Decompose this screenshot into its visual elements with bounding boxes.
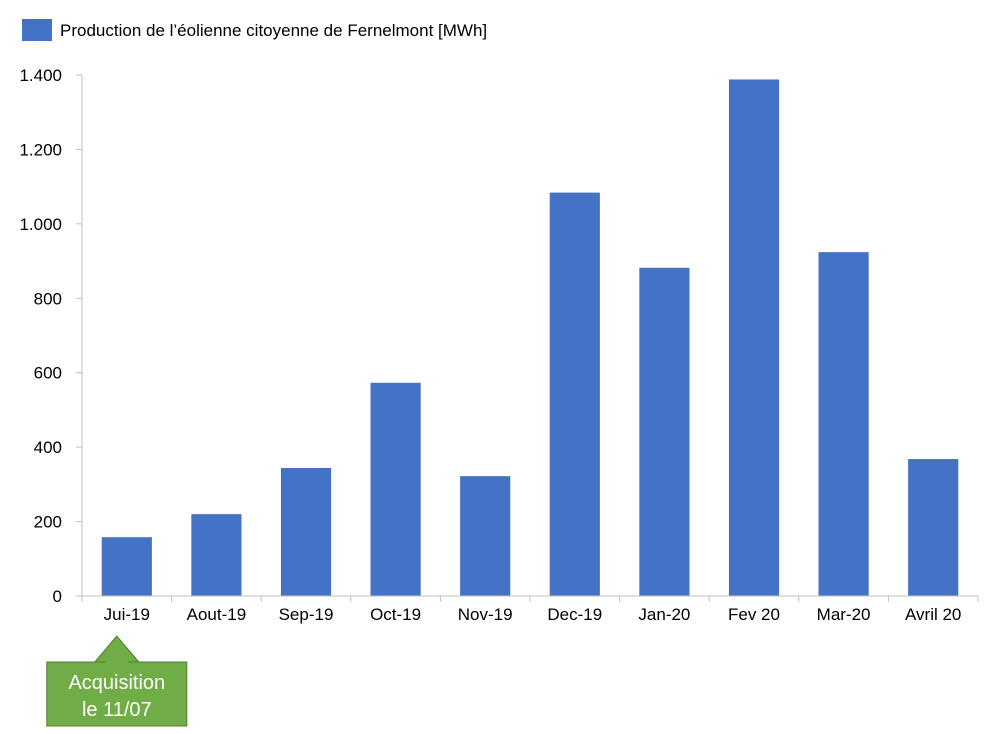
bar (280, 467, 332, 596)
bar (101, 537, 152, 596)
y-tick-label: 1.000 (19, 215, 62, 234)
x-tick-label: Avril 20 (905, 605, 961, 624)
x-tick-label: Dec-19 (547, 605, 602, 624)
y-tick-label: 1.200 (19, 140, 62, 159)
bar (908, 459, 959, 596)
y-tick-label: 400 (34, 438, 62, 457)
x-tick-label: Oct-19 (370, 605, 421, 624)
y-tick-label: 600 (34, 364, 62, 383)
y-tick-label: 0 (53, 587, 62, 606)
bar (818, 252, 869, 596)
x-tick-label: Jui-19 (104, 605, 150, 624)
legend: Production de l’éolienne citoyenne de Fe… (22, 19, 487, 41)
callout-text-line-2: le 11/07 (82, 699, 152, 721)
bar (549, 192, 600, 596)
x-tick-label: Fev 20 (728, 605, 780, 624)
x-tick-label: Mar-20 (817, 605, 871, 624)
x-tick-label: Jan-20 (638, 605, 690, 624)
bars (101, 79, 959, 597)
bar (370, 382, 421, 596)
y-tick-label: 800 (34, 289, 62, 308)
bar (460, 476, 511, 596)
legend-label: Production de l’éolienne citoyenne de Fe… (60, 21, 487, 40)
bar (639, 267, 690, 596)
bar (728, 79, 780, 597)
x-tick-label: Sep-19 (279, 605, 334, 624)
callout-arrow-shape (46, 635, 188, 727)
callout-text-line-1: Acquisition (68, 672, 165, 694)
y-tick-label: 200 (34, 513, 62, 532)
acquisition-callout: Acquisition le 11/07 (46, 635, 188, 727)
x-tick-label: Nov-19 (458, 605, 513, 624)
x-tick-label: Aout-19 (187, 605, 247, 624)
bar (191, 514, 242, 596)
y-tick-label: 1.400 (19, 66, 62, 85)
y-axis-ticks: 0 200 400 600 800 1.000 1.200 1.400 (19, 66, 82, 606)
x-axis-ticks: Jui-19 Aout-19 Sep-19 Oct-19 Nov-19 Dec-19 Jan… (81, 596, 979, 624)
legend-swatch (22, 19, 52, 41)
